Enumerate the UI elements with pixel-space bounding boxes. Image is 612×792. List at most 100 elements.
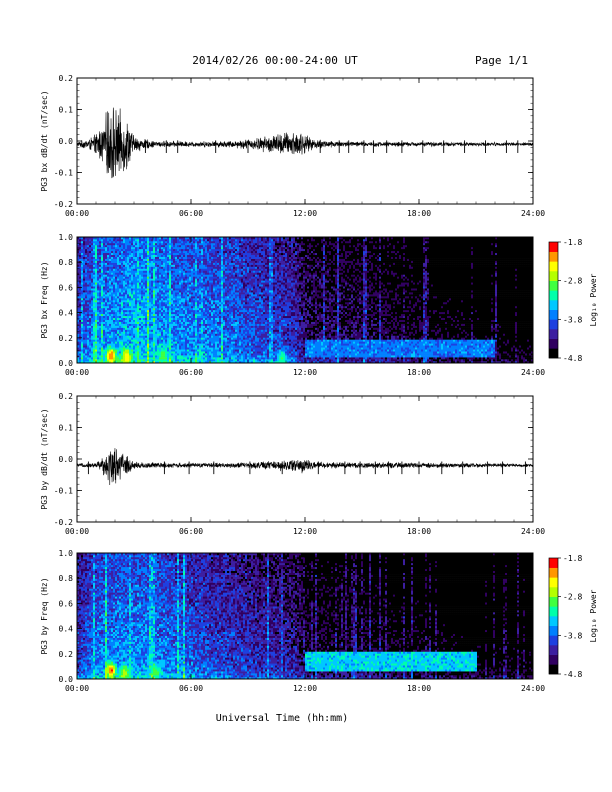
spectrogram-cell [143, 306, 145, 308]
spectrogram-cell [99, 326, 101, 328]
spectrogram-cell [107, 298, 109, 300]
spectrogram-cell [99, 280, 101, 282]
spectrogram-cell [147, 253, 149, 255]
spectrogram-cell [93, 355, 95, 357]
spectrogram-cell [105, 312, 107, 314]
spectrogram-cell [161, 322, 163, 324]
spectrogram-cell [97, 332, 99, 334]
spectrogram-cell [103, 292, 105, 294]
spectrogram-cell [119, 294, 121, 296]
spectrogram-cell [99, 276, 101, 278]
spectrogram-cell [131, 343, 133, 345]
spectrogram-cell [111, 270, 113, 272]
spectrogram-cell [127, 257, 129, 259]
spectrogram-cell [89, 294, 91, 296]
spectrogram-cell [93, 306, 95, 308]
spectrogram-cell [163, 320, 165, 322]
spectrogram-cell [97, 267, 99, 269]
spectrogram-cell [141, 308, 143, 310]
spectrogram-cell [139, 330, 141, 332]
spectrogram-cell [111, 263, 113, 265]
spectrogram-cell [145, 255, 147, 257]
spectrogram-cell [143, 269, 145, 271]
spectrogram-cell [137, 253, 139, 255]
spectrogram-cell [145, 257, 147, 259]
spectrogram-cell [85, 265, 87, 267]
spectrogram-cell [153, 308, 155, 310]
spectrogram-cell [93, 351, 95, 353]
spectrogram-cell [79, 347, 81, 349]
spectrogram-cell [107, 272, 109, 274]
spectrogram-cell [101, 278, 103, 280]
spectrogram-cell [143, 324, 145, 326]
spectrogram-cell [91, 284, 93, 286]
spectrogram-cell [107, 330, 109, 332]
spectrogram-cell [101, 286, 103, 288]
spectrogram-cell [107, 245, 109, 247]
spectrogram-cell [99, 288, 101, 290]
spectrogram-cell [83, 259, 85, 261]
spectrogram-cell [107, 267, 109, 269]
spectrogram-cell [101, 328, 103, 330]
spectrogram-cell [131, 282, 133, 284]
spectrogram-cell [103, 310, 105, 312]
spectrogram-cell [115, 259, 117, 261]
spectrogram-cell [173, 278, 175, 280]
spectrogram-cell [175, 359, 177, 361]
spectrogram-cell [83, 272, 85, 274]
spectrogram-cell [103, 282, 105, 284]
spectrogram-cell [99, 261, 101, 263]
spectrogram-cell [135, 261, 137, 263]
spectrogram-cell [173, 243, 175, 245]
spectrogram-cell [163, 328, 165, 330]
spectrogram-cell [159, 359, 161, 361]
spectrogram-cell [87, 270, 89, 272]
spectrogram-cell [111, 274, 113, 276]
spectrogram-cell [95, 300, 97, 302]
spectrogram-cell [169, 294, 171, 296]
spectrogram-cell [93, 359, 95, 361]
spectrogram-cell [137, 284, 139, 286]
spectrogram-cell [171, 355, 173, 357]
spectrogram-cell [137, 300, 139, 302]
spectrogram-cell [121, 335, 123, 337]
spectrogram-cell [79, 310, 81, 312]
spectrogram-cell [87, 249, 89, 251]
spectrogram-cell [83, 312, 85, 314]
spectrogram-cell [145, 259, 147, 261]
spectrogram-cell [117, 353, 119, 355]
spectrogram-cell [143, 316, 145, 318]
spectrogram-cell [97, 357, 99, 359]
spectrogram-cell [175, 304, 177, 306]
spectrogram-cell [167, 270, 169, 272]
spectrogram-cell [81, 300, 83, 302]
spectrogram-cell [87, 312, 89, 314]
spectrogram-cell [139, 259, 141, 261]
spectrogram-cell [135, 349, 137, 351]
spectrogram-cell [143, 255, 145, 257]
spectrogram-cell [79, 269, 81, 271]
spectrogram-cell [147, 302, 149, 304]
spectrogram-cell [103, 290, 105, 292]
spectrogram-cell [143, 278, 145, 280]
spectrogram-cell [151, 322, 153, 324]
spectrogram-cell [139, 306, 141, 308]
spectrogram-cell [89, 330, 91, 332]
spectrogram-cell [175, 333, 177, 335]
spectrogram-cell [113, 251, 115, 253]
spectrogram-cell [165, 330, 167, 332]
spectrogram-cell [79, 339, 81, 341]
spectrogram-cell [137, 257, 139, 259]
spectrogram-cell [121, 326, 123, 328]
spectrogram-cell [79, 263, 81, 265]
spectrogram-cell [109, 359, 111, 361]
spectrogram-cell [153, 253, 155, 255]
spectrogram-cell [109, 302, 111, 304]
spectrogram-cell [171, 263, 173, 265]
spectrogram-cell [173, 241, 175, 243]
spectrogram-cell [91, 343, 93, 345]
spectrogram-cell [157, 355, 159, 357]
spectrogram-cell [87, 318, 89, 320]
spectrogram-cell [155, 245, 157, 247]
spectrogram-cell [85, 335, 87, 337]
